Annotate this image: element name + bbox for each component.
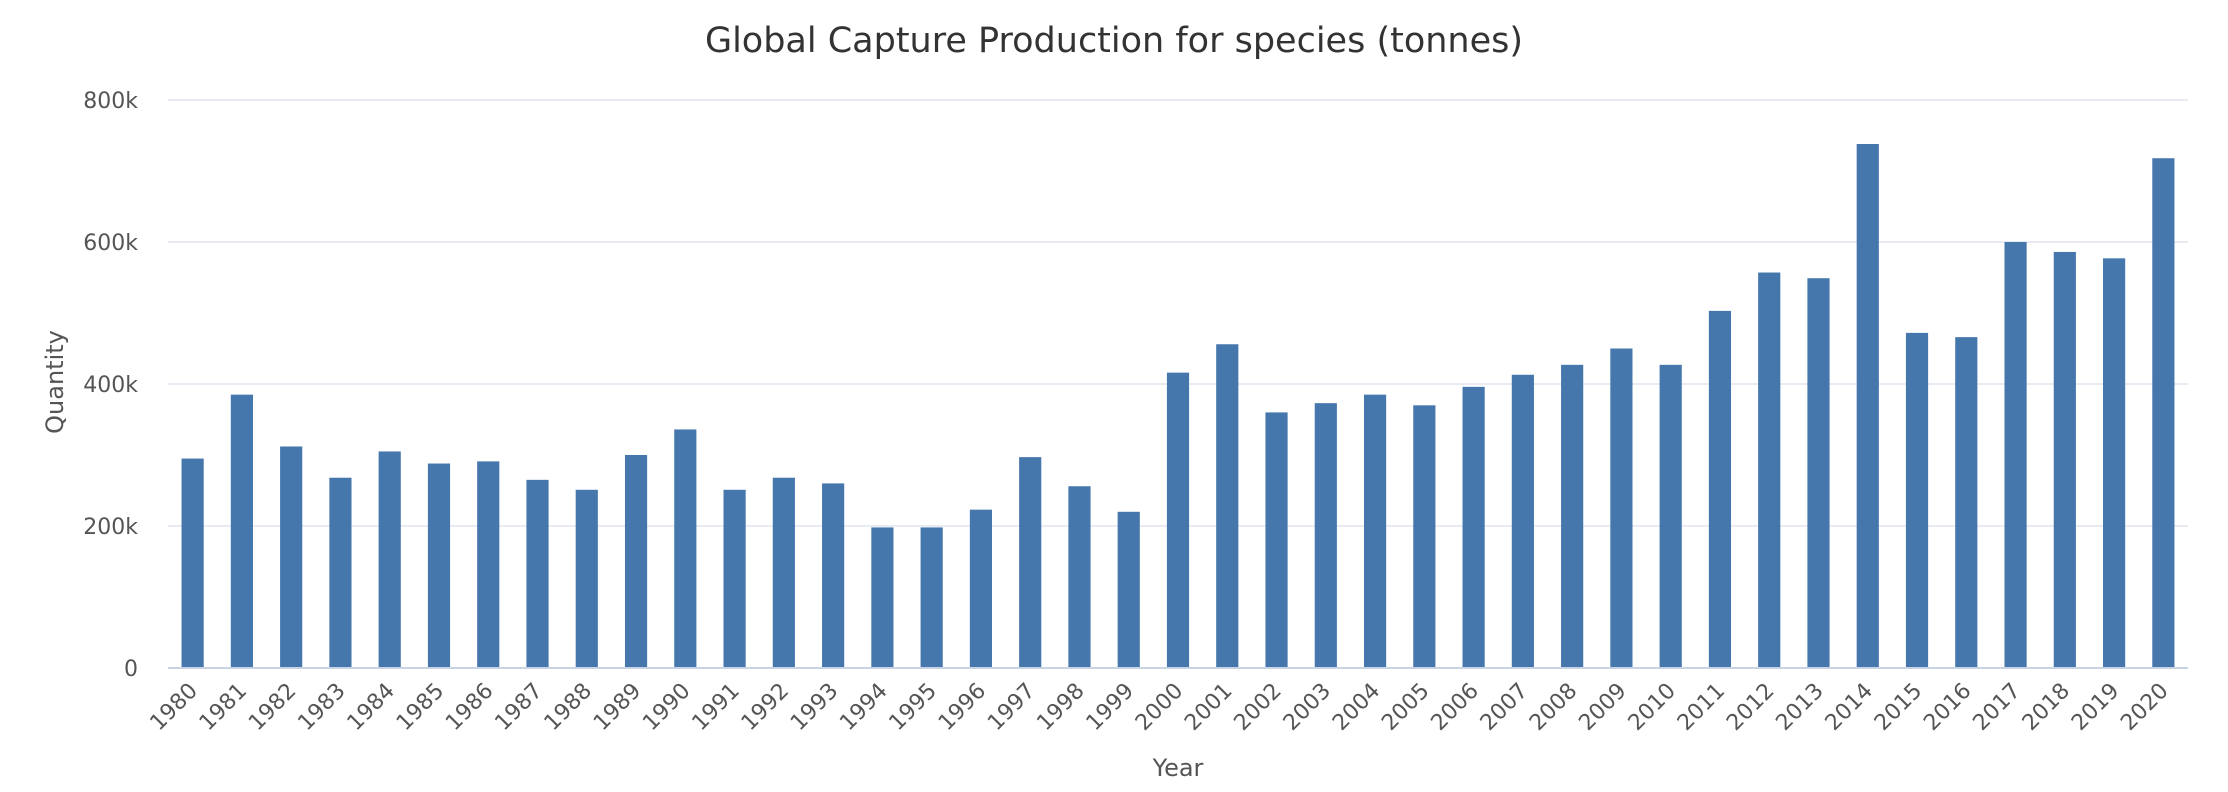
x-tick-label: 2017 bbox=[1969, 679, 2026, 736]
x-tick-label: 2002 bbox=[1230, 679, 1287, 736]
bar-1984[interactable] bbox=[378, 451, 401, 668]
y-tick-label: 0 bbox=[124, 657, 138, 682]
x-tick-label: 1990 bbox=[638, 679, 695, 736]
bar-1998[interactable] bbox=[1068, 486, 1091, 668]
x-tick-label: 1982 bbox=[244, 679, 301, 736]
x-axis-ticks: 1980198119821983198419851986198719881989… bbox=[146, 679, 2174, 736]
x-tick-label: 2018 bbox=[2018, 679, 2075, 736]
x-tick-label: 1980 bbox=[146, 679, 203, 736]
x-tick-label: 2008 bbox=[1525, 679, 1582, 736]
bar-2001[interactable] bbox=[1216, 344, 1239, 668]
x-tick-label: 1986 bbox=[441, 679, 498, 736]
x-tick-label: 1989 bbox=[589, 679, 646, 736]
chart-title: Global Capture Production for species (t… bbox=[705, 21, 1523, 61]
bar-1992[interactable] bbox=[772, 477, 795, 668]
bar-2000[interactable] bbox=[1166, 372, 1190, 668]
x-tick-label: 1991 bbox=[688, 679, 745, 736]
x-tick-label: 1994 bbox=[835, 679, 892, 736]
x-tick-label: 2016 bbox=[1919, 679, 1976, 736]
x-tick-label: 2020 bbox=[2116, 679, 2173, 736]
bars bbox=[181, 144, 2175, 669]
y-tick-label: 600k bbox=[83, 231, 138, 256]
bar-1995[interactable] bbox=[920, 527, 943, 668]
bar-2017[interactable] bbox=[2004, 242, 2027, 668]
bar-2018[interactable] bbox=[2053, 251, 2076, 668]
x-tick-label: 1987 bbox=[490, 679, 547, 736]
x-tick-label: 2006 bbox=[1427, 679, 1484, 736]
bar-2011[interactable] bbox=[1708, 310, 1732, 668]
x-tick-label: 2007 bbox=[1476, 679, 1533, 736]
x-tick-label: 2015 bbox=[1870, 679, 1927, 736]
bar-2003[interactable] bbox=[1314, 403, 1337, 668]
y-axis-title: Quantity bbox=[41, 330, 69, 434]
bar-1985[interactable] bbox=[427, 463, 451, 668]
x-axis-title: Year bbox=[1152, 754, 1204, 782]
x-tick-label: 1998 bbox=[1032, 679, 1089, 736]
bar-2007[interactable] bbox=[1511, 374, 1534, 668]
y-tick-label: 800k bbox=[83, 89, 138, 114]
x-tick-label: 1992 bbox=[737, 679, 794, 736]
bar-1991[interactable] bbox=[723, 489, 746, 668]
bar-2015[interactable] bbox=[1905, 332, 1929, 668]
bar-1997[interactable] bbox=[1019, 457, 1042, 668]
x-tick-label: 1981 bbox=[195, 679, 252, 736]
x-tick-label: 2012 bbox=[1722, 679, 1779, 736]
x-tick-label: 1995 bbox=[885, 679, 942, 736]
bar-1988[interactable] bbox=[575, 489, 598, 668]
bar-1990[interactable] bbox=[674, 429, 697, 668]
bar-2005[interactable] bbox=[1413, 405, 1436, 668]
bar-2014[interactable] bbox=[1856, 144, 1879, 668]
bar-1981[interactable] bbox=[230, 394, 253, 668]
bar-2010[interactable] bbox=[1659, 364, 1682, 668]
bar-1989[interactable] bbox=[624, 455, 648, 668]
x-tick-label: 1996 bbox=[934, 679, 991, 736]
x-tick-label: 1997 bbox=[983, 679, 1040, 736]
bar-1994[interactable] bbox=[871, 527, 894, 668]
x-tick-label: 2004 bbox=[1328, 679, 1385, 736]
bar-2013[interactable] bbox=[1807, 278, 1830, 668]
y-tick-label: 400k bbox=[83, 373, 138, 398]
bar-2002[interactable] bbox=[1265, 412, 1288, 668]
x-tick-label: 1993 bbox=[786, 679, 843, 736]
x-tick-label: 2000 bbox=[1131, 679, 1188, 736]
bar-2016[interactable] bbox=[1955, 337, 1978, 668]
bar-2020[interactable] bbox=[2152, 158, 2175, 668]
bar-1982[interactable] bbox=[280, 446, 303, 668]
x-tick-label: 1984 bbox=[343, 679, 400, 736]
x-tick-label: 1985 bbox=[392, 679, 449, 736]
bar-1987[interactable] bbox=[526, 479, 549, 668]
y-axis-ticks: 0 200k 400k 600k 800k bbox=[83, 89, 138, 682]
bar-1993[interactable] bbox=[822, 483, 845, 668]
x-tick-label: 1999 bbox=[1082, 679, 1139, 736]
bar-2012[interactable] bbox=[1758, 272, 1781, 668]
y-tick-label: 200k bbox=[83, 515, 138, 540]
x-tick-label: 2013 bbox=[1771, 679, 1828, 736]
bar-2004[interactable] bbox=[1363, 394, 1387, 668]
bar-2009[interactable] bbox=[1610, 348, 1633, 669]
x-tick-label: 2009 bbox=[1574, 679, 1631, 736]
x-tick-label: 2003 bbox=[1279, 679, 1336, 736]
bar-2008[interactable] bbox=[1561, 364, 1584, 668]
bar-2006[interactable] bbox=[1462, 386, 1485, 668]
x-tick-label: 2001 bbox=[1180, 679, 1237, 736]
bar-1999[interactable] bbox=[1117, 511, 1140, 668]
bar-1996[interactable] bbox=[969, 509, 993, 668]
x-tick-label: 2014 bbox=[1821, 679, 1878, 736]
x-tick-label: 2010 bbox=[1624, 679, 1681, 736]
x-tick-label: 2005 bbox=[1377, 679, 1434, 736]
x-tick-label: 1983 bbox=[293, 679, 350, 736]
bar-1983[interactable] bbox=[329, 477, 352, 668]
x-tick-label: 2011 bbox=[1673, 679, 1730, 736]
bar-1986[interactable] bbox=[477, 461, 500, 668]
bar-1980[interactable] bbox=[181, 458, 204, 668]
x-tick-label: 1988 bbox=[540, 679, 597, 736]
x-tick-label: 2019 bbox=[2067, 679, 2124, 736]
bar-2019[interactable] bbox=[2103, 258, 2126, 668]
